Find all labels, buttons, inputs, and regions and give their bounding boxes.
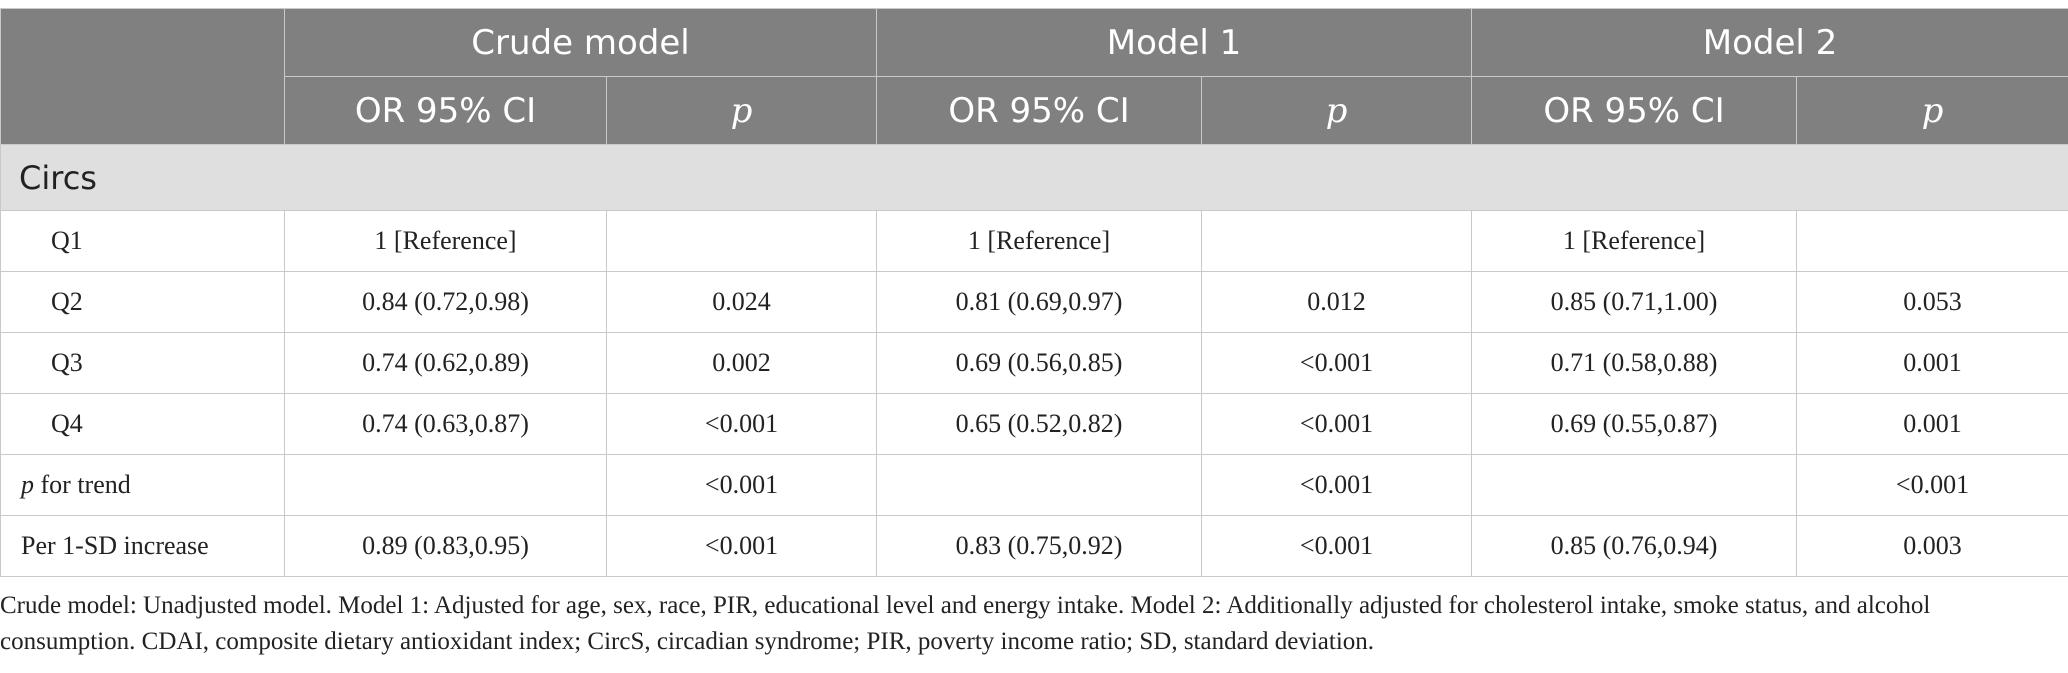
table-cell xyxy=(876,454,1203,516)
table-cell: <0.001 xyxy=(1201,454,1473,516)
table-cell: <0.001 xyxy=(605,454,878,516)
table-cell: 0.71 (0.58,0.88) xyxy=(1471,332,1798,394)
row-label-text: for trend xyxy=(34,470,131,499)
row-label: p for trend xyxy=(0,454,285,516)
header-model-1: Model 1 xyxy=(876,8,1473,77)
subheader-or-ci: OR 95% CI xyxy=(1471,76,1798,145)
table-cell: <0.001 xyxy=(1796,454,2068,516)
subheader-or-ci: OR 95% CI xyxy=(284,76,607,145)
table-cell: <0.001 xyxy=(1201,515,1473,577)
table-cell: 0.83 (0.75,0.92) xyxy=(876,515,1203,577)
table-row: Per 1-SD increase 0.89 (0.83,0.95) <0.00… xyxy=(0,515,2068,577)
table-cell: <0.001 xyxy=(605,393,878,455)
table-cell: 0.85 (0.76,0.94) xyxy=(1471,515,1798,577)
subheader-p: p xyxy=(1201,76,1473,145)
row-label: Q1 xyxy=(0,210,285,272)
table-row: Q2 0.84 (0.72,0.98) 0.024 0.81 (0.69,0.9… xyxy=(0,271,2068,333)
table-cell: 0.85 (0.71,1.00) xyxy=(1471,271,1798,333)
table-cell: 0.74 (0.63,0.87) xyxy=(284,393,607,455)
row-label: Q2 xyxy=(0,271,285,333)
subheader-or-ci: OR 95% CI xyxy=(876,76,1203,145)
row-label: Q3 xyxy=(0,332,285,394)
table-cell: 0.89 (0.83,0.95) xyxy=(284,515,607,577)
table-cell xyxy=(284,454,607,516)
table-cell: <0.001 xyxy=(1201,393,1473,455)
table-cell: 1 [Reference] xyxy=(1471,210,1798,272)
table-cell: 0.69 (0.55,0.87) xyxy=(1471,393,1798,455)
table-cell: 0.001 xyxy=(1796,332,2068,394)
table-cell: 0.81 (0.69,0.97) xyxy=(876,271,1203,333)
table-cell: 0.012 xyxy=(1201,271,1473,333)
table-cell: 1 [Reference] xyxy=(876,210,1203,272)
p-symbol: p xyxy=(730,90,753,131)
table-cell: <0.001 xyxy=(605,515,878,577)
table-row: Q3 0.74 (0.62,0.89) 0.002 0.69 (0.56,0.8… xyxy=(0,332,2068,394)
subheader-p: p xyxy=(1796,76,2068,145)
table-cell: 0.002 xyxy=(605,332,878,394)
table-cell: 1 [Reference] xyxy=(284,210,607,272)
table-footnote: Crude model: Unadjusted model. Model 1: … xyxy=(0,592,1931,655)
header-corner-cell xyxy=(0,8,285,145)
table-cell: <0.001 xyxy=(1201,332,1473,394)
table-cell: 0.65 (0.52,0.82) xyxy=(876,393,1203,455)
table-row: Q1 1 [Reference] 1 [Reference] 1 [Refere… xyxy=(0,210,2068,272)
table-cell: 0.053 xyxy=(1796,271,2068,333)
table-cell: 0.001 xyxy=(1796,393,2068,455)
p-symbol: p xyxy=(1921,90,1944,131)
row-label: Q4 xyxy=(0,393,285,455)
table-cell xyxy=(1796,210,2068,272)
header-crude-model: Crude model xyxy=(283,8,878,77)
table-cell: 0.74 (0.62,0.89) xyxy=(284,332,607,394)
table-cell xyxy=(605,210,878,272)
p-symbol: p xyxy=(21,470,34,499)
header-model-2: Model 2 xyxy=(1471,8,2068,77)
table-cell xyxy=(1201,210,1473,272)
table-row: p for trend <0.001 <0.001 <0.001 xyxy=(0,454,2068,516)
table-row: Q4 0.74 (0.63,0.87) <0.001 0.65 (0.52,0.… xyxy=(0,393,2068,455)
table-cell: 0.003 xyxy=(1796,515,2068,577)
section-row: Circs xyxy=(0,144,2068,211)
table-cell: 0.69 (0.56,0.85) xyxy=(876,332,1203,394)
row-label: Per 1-SD increase xyxy=(0,515,285,577)
section-label: Circs xyxy=(0,144,2068,211)
table-cell: 0.84 (0.72,0.98) xyxy=(284,271,607,333)
p-symbol: p xyxy=(1325,90,1348,131)
subheader-p: p xyxy=(605,76,878,145)
results-table: Crude model Model 1 Model 2 OR 95% CI p … xyxy=(0,8,2068,577)
table-cell: 0.024 xyxy=(605,271,878,333)
table-cell xyxy=(1471,454,1798,516)
